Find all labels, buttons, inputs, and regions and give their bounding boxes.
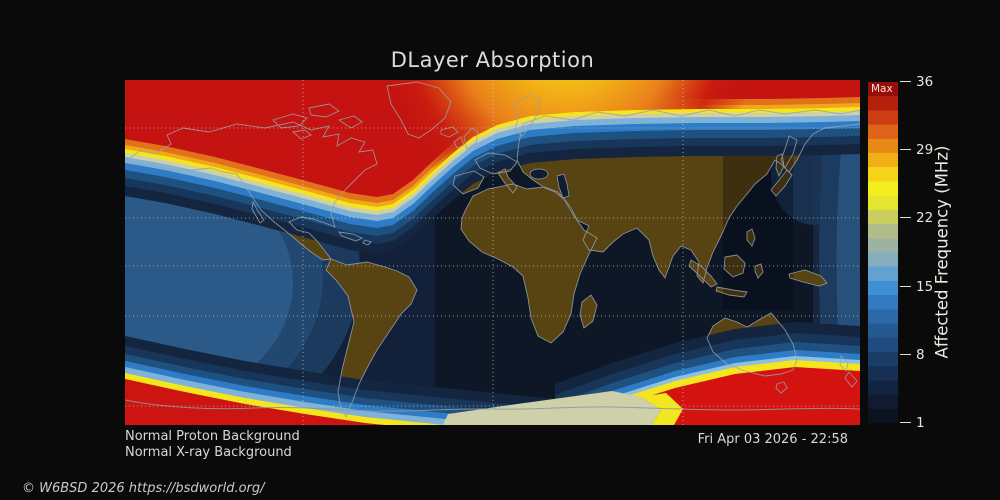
tick-mark: [900, 422, 911, 423]
tick-mark: [900, 149, 911, 150]
colorbar-max-label: Max: [871, 83, 893, 95]
xray-background-status: Normal X-ray Background: [125, 445, 292, 460]
copyright-notice: © W6BSD 2026 https://bsdworld.org/: [22, 481, 265, 496]
tick-mark: [900, 81, 911, 82]
world-absorption-map: [125, 80, 860, 425]
antarctica-coastline: [125, 399, 860, 412]
tick-mark: [900, 286, 911, 287]
page-title: DLayer Absorption: [390, 48, 595, 72]
graticule: [125, 80, 860, 425]
colorbar-gradient: Max: [868, 82, 898, 423]
tick-mark: [900, 354, 911, 355]
tick-mark: [900, 217, 911, 218]
antarctic-twilight-yellow-edge: [641, 393, 683, 425]
proton-background-status: Normal Proton Background: [125, 429, 300, 444]
colorbar-axis-label: Affected Frequency (MHz): [932, 145, 952, 359]
world-map-svg: [125, 80, 860, 425]
map-timestamp: Fri Apr 03 2026 - 22:58: [697, 432, 848, 447]
